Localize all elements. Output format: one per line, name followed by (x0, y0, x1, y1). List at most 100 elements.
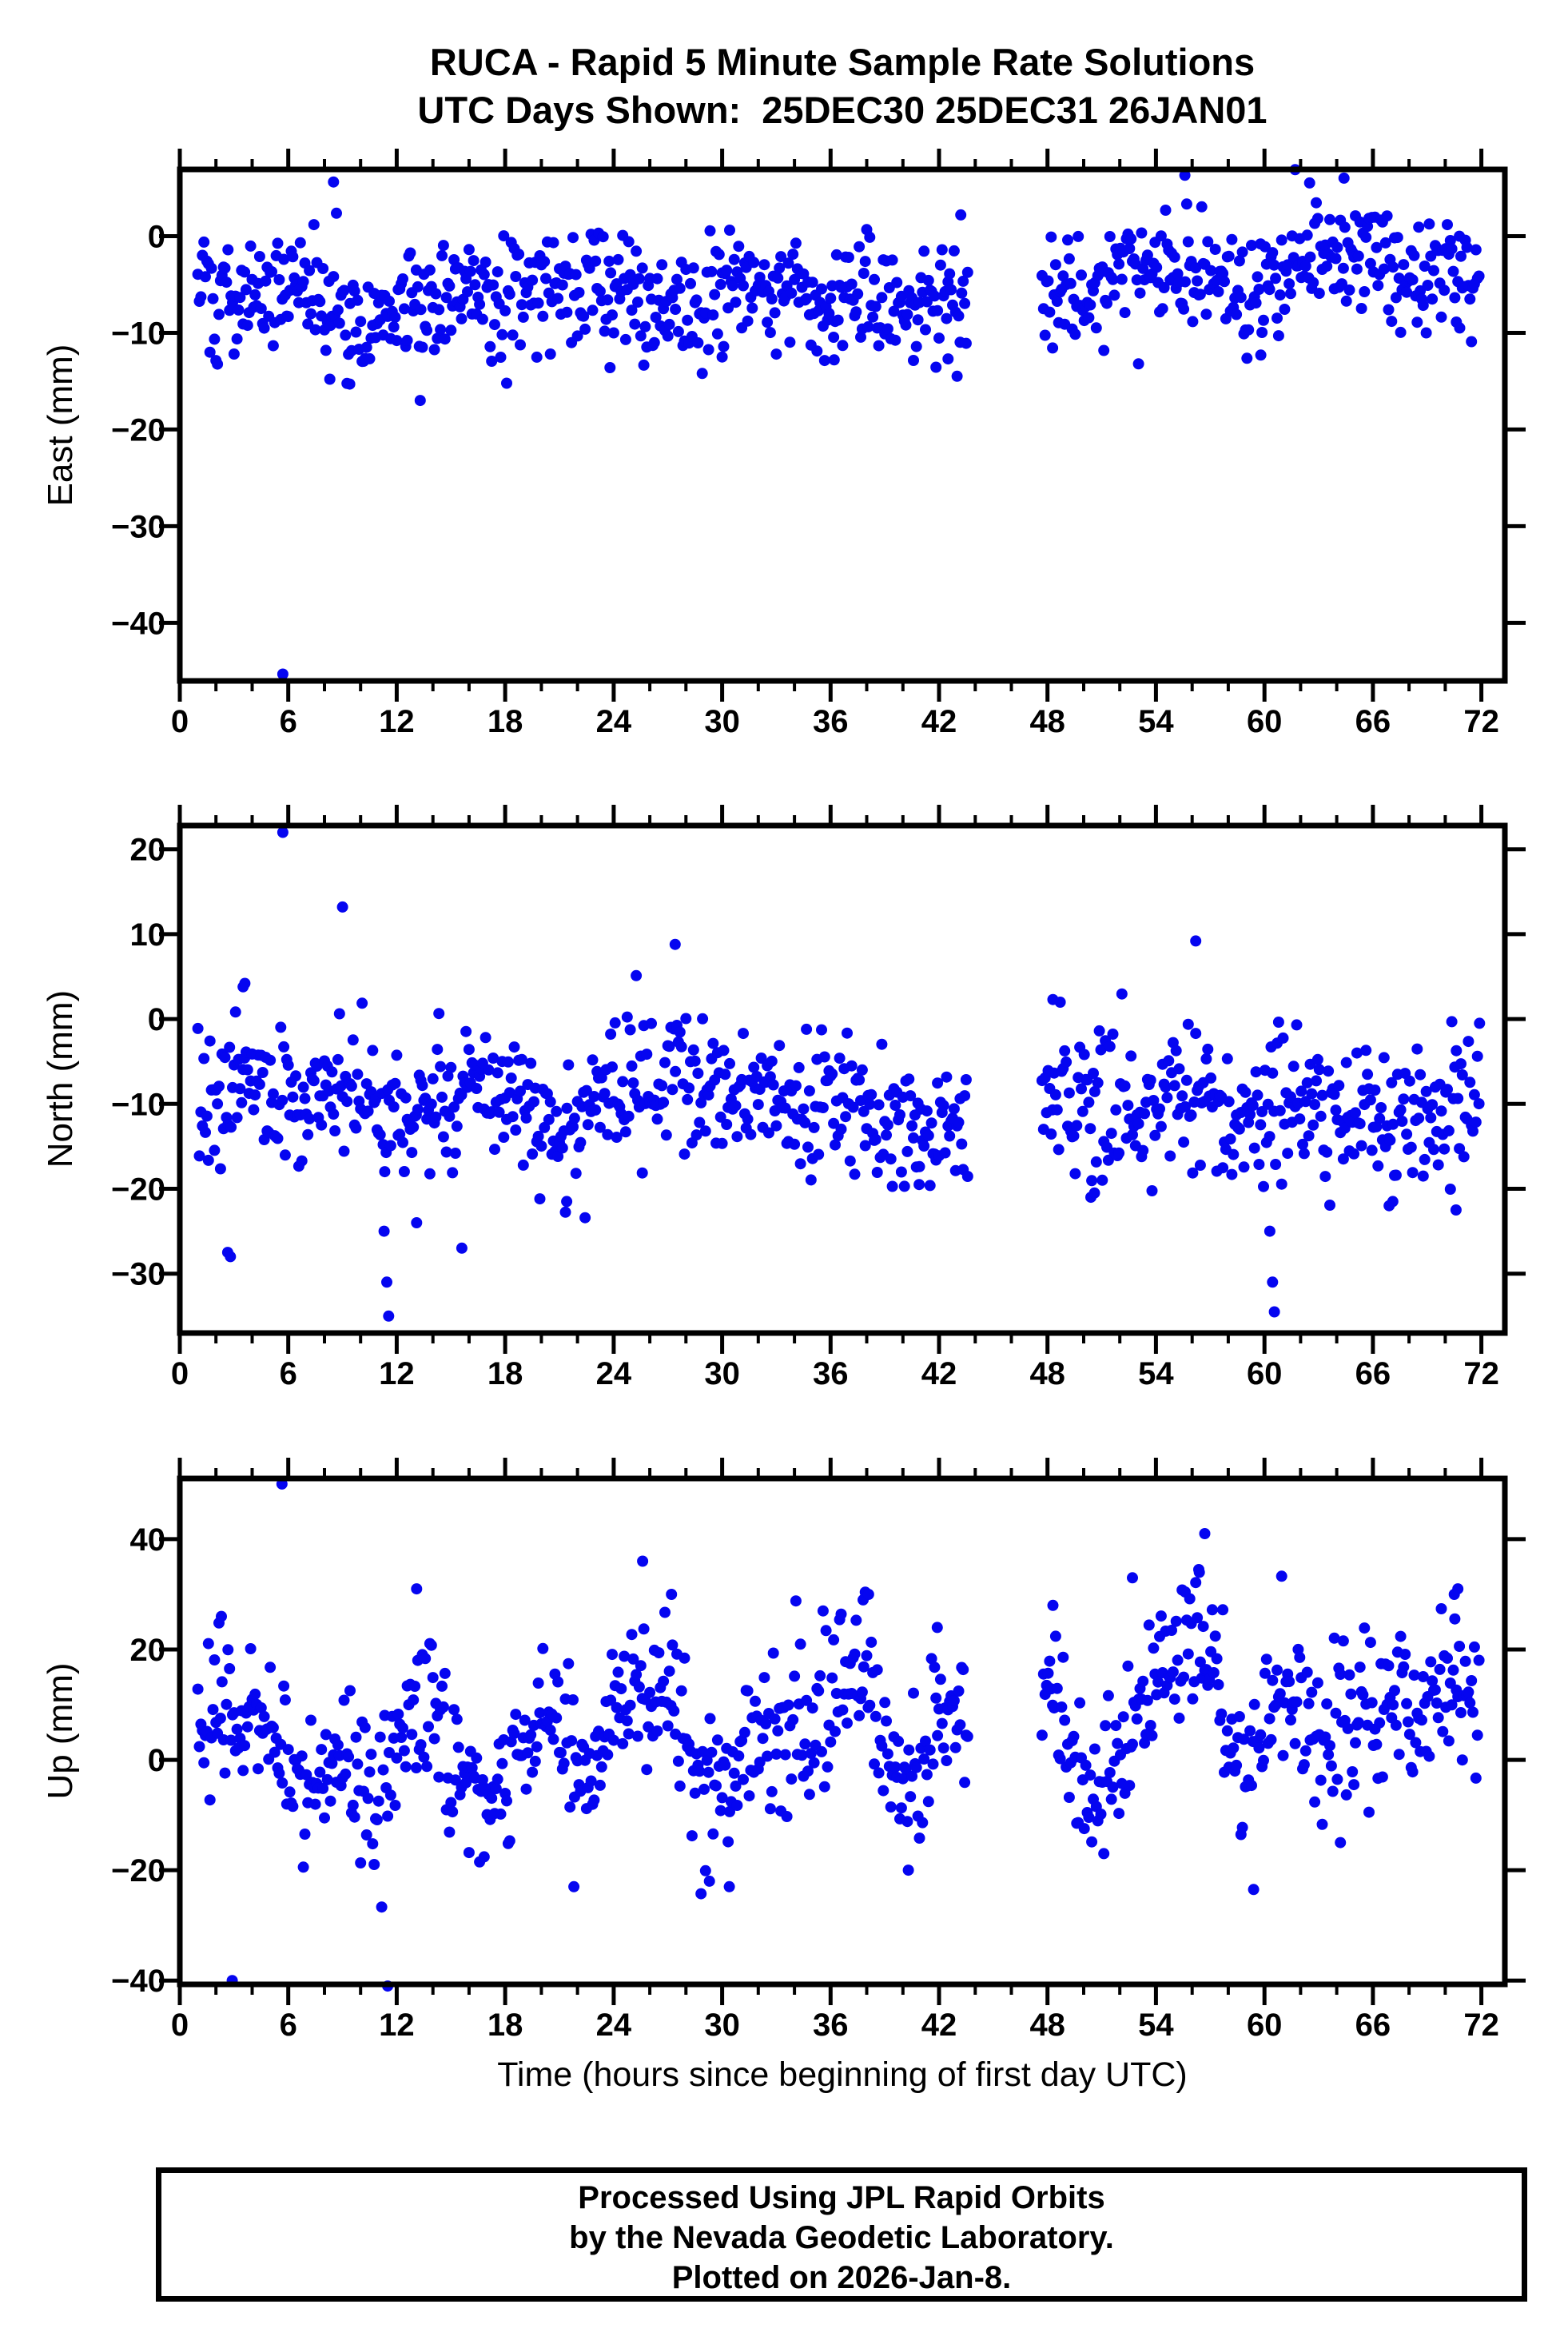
x-tick-label: 48 (1029, 2008, 1065, 2043)
data-point (802, 1141, 814, 1153)
data-point (858, 268, 870, 279)
data-point (517, 311, 529, 323)
y-tick-label: −20 (111, 1172, 165, 1208)
data-point (1200, 308, 1212, 320)
data-point (871, 1167, 883, 1178)
data-point (384, 1140, 396, 1152)
data-point (886, 1180, 898, 1192)
data-point (193, 1150, 205, 1162)
data-point (1408, 249, 1420, 261)
data-point (849, 1648, 861, 1660)
data-point (1076, 1083, 1087, 1095)
data-point (201, 1110, 213, 1122)
data-point (515, 339, 526, 351)
data-point (692, 1068, 704, 1079)
data-point (932, 1077, 944, 1089)
data-point (590, 1104, 602, 1116)
y-tick-label: −40 (111, 606, 165, 641)
data-point (1372, 1160, 1384, 1172)
data-point (471, 1083, 483, 1094)
data-point (733, 241, 745, 253)
data-point (444, 1110, 456, 1122)
data-point (936, 1717, 948, 1729)
data-point (623, 1110, 635, 1122)
y-tick-label: −20 (111, 1853, 165, 1888)
data-point (1253, 284, 1265, 295)
data-point (1063, 253, 1075, 265)
data-point (537, 310, 549, 322)
data-point (1287, 1061, 1299, 1072)
data-point (476, 1774, 488, 1785)
data-point (603, 255, 615, 267)
data-point (501, 377, 512, 389)
data-point (1127, 1128, 1138, 1140)
data-point (1315, 1774, 1327, 1786)
data-point (651, 1113, 663, 1125)
data-point (498, 230, 510, 242)
data-point (347, 1034, 359, 1046)
data-point (834, 1053, 846, 1065)
data-point (1275, 1570, 1287, 1582)
data-point (721, 1119, 733, 1130)
data-point (1352, 250, 1364, 262)
data-point (1354, 1661, 1366, 1673)
data-point (714, 278, 726, 290)
data-point (1264, 1131, 1275, 1143)
data-point (1209, 244, 1221, 255)
data-point (1132, 1118, 1144, 1130)
data-point (498, 1132, 510, 1143)
data-point (1108, 289, 1120, 301)
x-tick-label: 30 (704, 1356, 740, 1391)
data-point (934, 259, 946, 271)
x-tick-label: 66 (1355, 2008, 1391, 2043)
data-point (908, 1687, 919, 1699)
data-point (667, 1084, 679, 1096)
data-point (1243, 324, 1255, 336)
data-point (1378, 1052, 1390, 1064)
data-point (670, 1065, 682, 1077)
data-point (1425, 1656, 1437, 1668)
data-point (781, 1811, 793, 1822)
data-point (469, 279, 481, 291)
data-point (1148, 1642, 1160, 1654)
data-point (368, 1859, 380, 1870)
data-point (391, 1049, 403, 1061)
data-point (1068, 1730, 1080, 1742)
data-point (1253, 1742, 1265, 1754)
data-point (1467, 1125, 1478, 1137)
data-point (1173, 1712, 1185, 1724)
data-point (893, 1735, 905, 1747)
data-point (1391, 232, 1403, 244)
data-point (1340, 1789, 1352, 1801)
data-point (805, 1174, 817, 1186)
data-point (814, 1669, 826, 1681)
data-point (499, 304, 511, 316)
data-point (444, 1826, 456, 1838)
data-point (1136, 227, 1148, 239)
data-point (920, 324, 931, 336)
data-point (258, 1710, 270, 1722)
data-point (1360, 1045, 1372, 1057)
data-point (1470, 244, 1482, 256)
data-point (1443, 1735, 1455, 1747)
data-point (685, 277, 696, 289)
data-point (728, 1767, 740, 1779)
data-point (1053, 1144, 1065, 1156)
data-point (1104, 1041, 1116, 1053)
data-point (1403, 1716, 1414, 1728)
data-point (496, 328, 508, 340)
data-point (468, 255, 480, 267)
data-point (711, 1734, 723, 1746)
data-point (420, 1653, 432, 1665)
data-point (933, 332, 945, 344)
data-point (309, 1798, 321, 1810)
data-point (1258, 1754, 1269, 1766)
data-point (1206, 1604, 1218, 1616)
data-point (236, 1096, 248, 1108)
data-point (876, 1740, 888, 1752)
data-point (818, 355, 830, 367)
data-point (287, 1091, 299, 1103)
data-point (1298, 1148, 1310, 1160)
data-point (794, 1638, 806, 1650)
data-point (1151, 261, 1163, 273)
